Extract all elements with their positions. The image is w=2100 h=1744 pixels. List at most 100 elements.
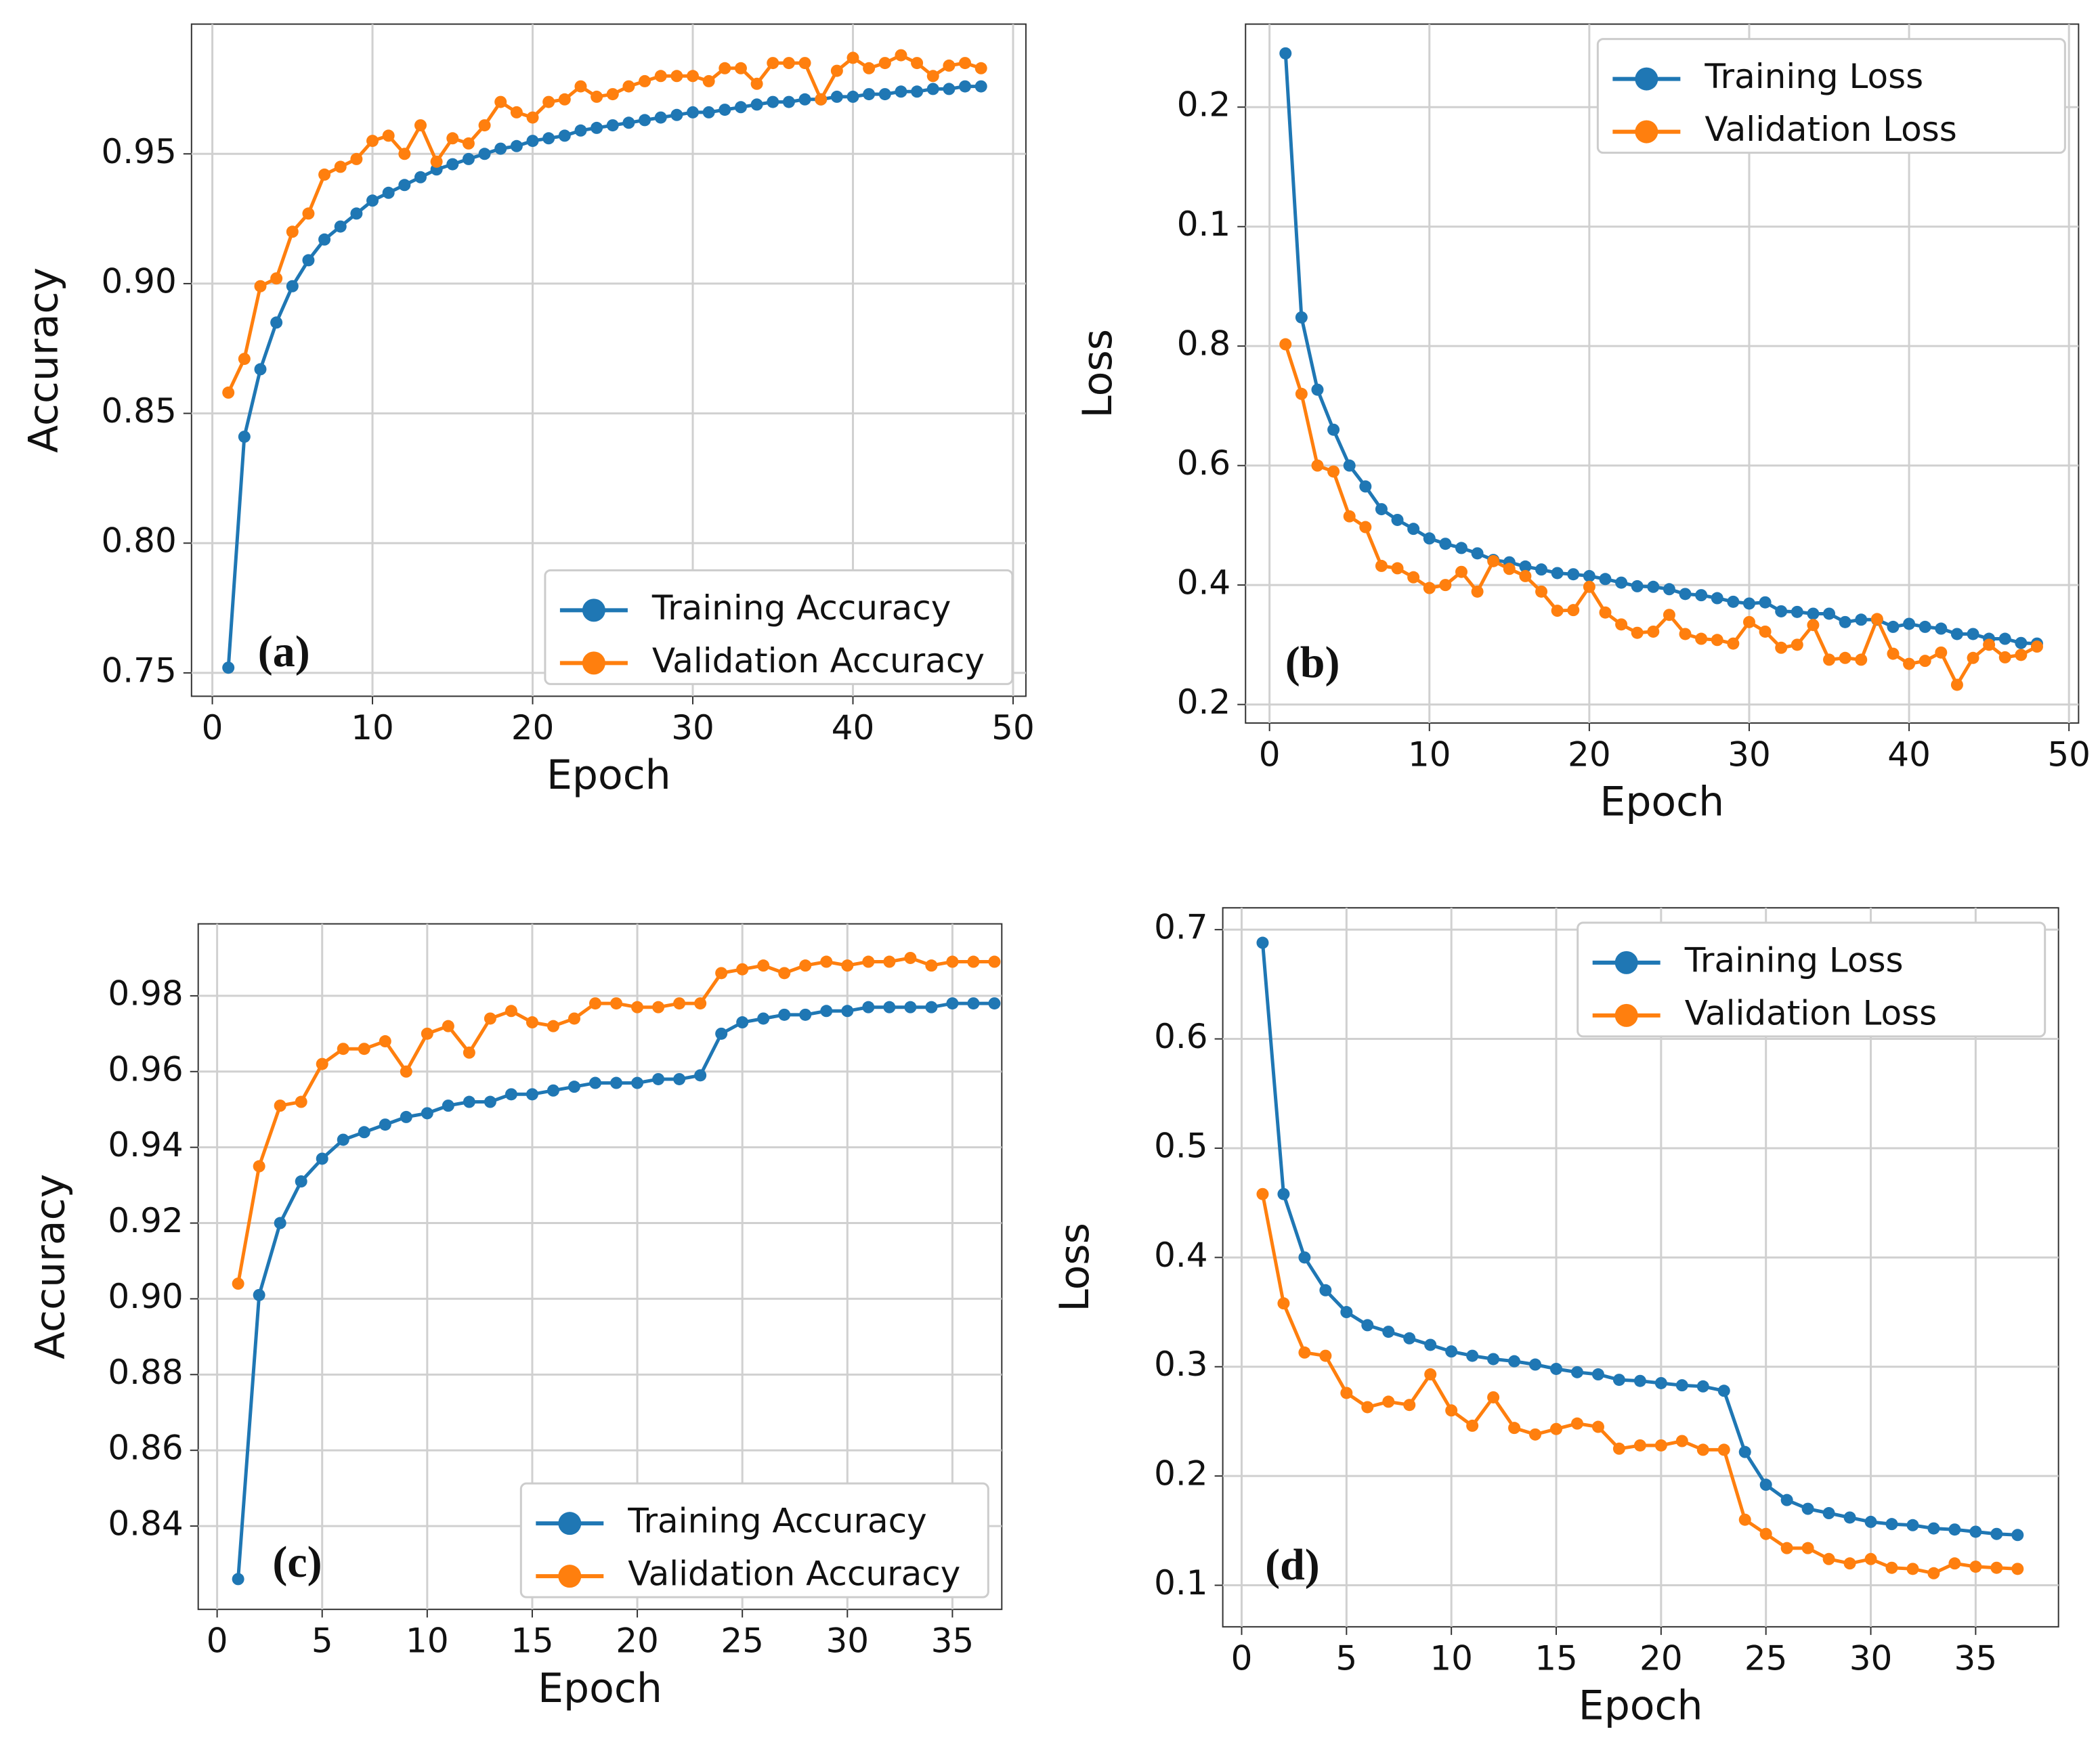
data-point bbox=[1382, 1395, 1395, 1408]
legend-marker bbox=[582, 598, 605, 622]
data-point bbox=[1887, 647, 1900, 660]
y-tick-label: 0.88 bbox=[108, 1353, 183, 1392]
data-point bbox=[1887, 620, 1900, 633]
data-point bbox=[1382, 1326, 1395, 1338]
legend-box bbox=[1596, 38, 2066, 154]
data-point bbox=[1903, 617, 1916, 630]
y-axis-title: Loss bbox=[1074, 329, 1121, 418]
data-point bbox=[232, 1573, 244, 1586]
y-tick-label: 0.6 bbox=[1154, 1017, 1208, 1056]
data-point bbox=[1950, 678, 1963, 691]
legend-marker bbox=[1614, 1003, 1638, 1027]
data-point bbox=[286, 225, 299, 238]
y-axis-title: Accuracy bbox=[26, 1174, 74, 1359]
data-point bbox=[798, 93, 811, 106]
x-tick-label: 10 bbox=[406, 1621, 449, 1661]
data-point bbox=[1647, 580, 1660, 593]
data-point bbox=[830, 64, 843, 77]
data-point bbox=[1864, 1552, 1877, 1565]
data-point bbox=[1319, 1349, 1332, 1362]
subplot: 0 10 20 30 40 50 0.2 0.4 0.6 0.8 0.1 0.2 Epoch Loss Tr… bbox=[1074, 23, 2091, 826]
data-point bbox=[446, 158, 459, 171]
data-point bbox=[254, 363, 267, 376]
x-tick-label: 5 bbox=[1335, 1638, 1357, 1678]
data-point bbox=[350, 152, 363, 165]
data-point bbox=[1696, 1443, 1709, 1456]
data-point bbox=[1654, 1376, 1667, 1389]
data-point bbox=[757, 1012, 770, 1025]
data-point bbox=[1969, 1525, 1982, 1538]
data-point bbox=[567, 1012, 580, 1025]
y-tick-label: 0.85 bbox=[101, 391, 176, 431]
data-point bbox=[820, 1005, 833, 1018]
data-point bbox=[1791, 638, 1803, 651]
data-point bbox=[295, 1175, 307, 1188]
x-tick-label: 0 bbox=[1231, 1638, 1253, 1678]
data-point bbox=[862, 1001, 875, 1013]
data-point bbox=[462, 152, 475, 165]
x-tick-label: 40 bbox=[1887, 735, 1931, 774]
legend-marker bbox=[1614, 951, 1638, 974]
data-point bbox=[1550, 1422, 1563, 1435]
data-point bbox=[1948, 1557, 1961, 1570]
y-tick-label: 0.98 bbox=[108, 974, 183, 1013]
data-point bbox=[1633, 1439, 1646, 1452]
data-point bbox=[1983, 638, 1996, 651]
data-point bbox=[1927, 1567, 1940, 1579]
data-point bbox=[1529, 1428, 1542, 1441]
data-point bbox=[1759, 625, 1772, 638]
data-point bbox=[1439, 538, 1452, 550]
data-point bbox=[1935, 622, 1948, 635]
data-point bbox=[1759, 1527, 1772, 1540]
data-point bbox=[1471, 585, 1484, 598]
data-point bbox=[1361, 1401, 1374, 1414]
data-point bbox=[253, 1160, 265, 1173]
data-point bbox=[1612, 1442, 1625, 1455]
data-point bbox=[1551, 605, 1564, 617]
panel-label: (c) bbox=[272, 1538, 322, 1587]
data-point bbox=[715, 967, 728, 980]
data-point bbox=[316, 1152, 328, 1165]
data-point bbox=[547, 1020, 559, 1032]
data-point bbox=[1466, 1419, 1479, 1432]
data-point bbox=[302, 254, 315, 267]
y-tick-label: 0.4 bbox=[1154, 1236, 1208, 1275]
data-point bbox=[1969, 1561, 1982, 1573]
data-point bbox=[510, 139, 523, 152]
x-tick-label: 50 bbox=[991, 708, 1035, 747]
data-point bbox=[750, 98, 763, 111]
data-point bbox=[1711, 592, 1723, 605]
panel-label: (b) bbox=[1285, 638, 1340, 687]
data-point bbox=[1663, 609, 1675, 622]
data-point bbox=[274, 1099, 286, 1112]
data-point bbox=[1823, 653, 1836, 666]
legend-label: Training Loss bbox=[1704, 57, 1923, 96]
data-point bbox=[334, 160, 347, 173]
data-point bbox=[1466, 1349, 1479, 1362]
data-point bbox=[1375, 503, 1388, 516]
data-point bbox=[799, 959, 812, 972]
data-point bbox=[1550, 1362, 1563, 1375]
data-point bbox=[232, 1278, 244, 1290]
x-tick-label: 5 bbox=[312, 1621, 333, 1661]
data-point bbox=[430, 155, 443, 168]
data-point bbox=[1503, 563, 1516, 575]
data-point bbox=[1727, 637, 1740, 650]
data-point bbox=[767, 95, 779, 108]
data-point bbox=[1295, 387, 1308, 400]
y-tick-label: 0.1 bbox=[1154, 1563, 1208, 1603]
data-point bbox=[959, 57, 972, 70]
data-point bbox=[1633, 1374, 1646, 1387]
legend-marker bbox=[558, 1512, 582, 1535]
data-point bbox=[2030, 640, 2043, 653]
data-point bbox=[1391, 562, 1404, 575]
data-point bbox=[1327, 465, 1340, 478]
data-point bbox=[379, 1118, 391, 1131]
data-point bbox=[1717, 1385, 1730, 1397]
data-point bbox=[1742, 597, 1755, 610]
data-point bbox=[610, 997, 623, 1010]
legend-marker bbox=[558, 1565, 582, 1588]
data-point bbox=[1990, 1527, 2003, 1540]
y-tick-label: 0.7 bbox=[1154, 908, 1208, 947]
data-point bbox=[1445, 1345, 1458, 1358]
